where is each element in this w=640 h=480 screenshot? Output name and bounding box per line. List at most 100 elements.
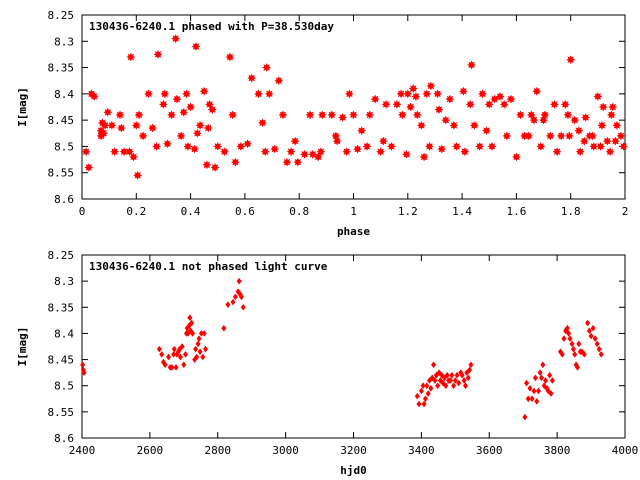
data-point (580, 112, 591, 123)
data-point (451, 382, 457, 390)
data-point (475, 141, 485, 152)
data-point (128, 152, 139, 162)
data-point (593, 91, 603, 102)
data-point (561, 335, 567, 343)
data-point (313, 152, 323, 162)
data-point (502, 131, 512, 141)
data-point (133, 170, 143, 180)
data-point (597, 120, 607, 131)
data-point (468, 361, 474, 369)
plot-title: 130436-6240.1 phased with P=38.530day (89, 20, 334, 33)
x-tick-label: 1.6 (506, 205, 526, 218)
data-point (425, 390, 431, 397)
plot-frame (81, 254, 626, 439)
data-point (447, 377, 454, 384)
data-point (441, 115, 451, 125)
data-point (207, 104, 217, 115)
data-point (458, 86, 469, 96)
x-tick-label: 3600 (476, 444, 503, 457)
data-point (549, 99, 560, 110)
data-point (490, 94, 500, 104)
data-point (327, 110, 337, 120)
data-point (424, 141, 435, 152)
data-point (185, 102, 196, 112)
data-point (236, 277, 242, 285)
data-point (199, 86, 209, 96)
data-point (543, 377, 549, 384)
data-point (465, 99, 475, 110)
data-point (610, 136, 621, 146)
data-point (230, 157, 241, 167)
data-point (431, 361, 437, 369)
data-point (203, 123, 213, 133)
data-point (525, 395, 531, 403)
x-tick-label: 2400 (69, 444, 96, 457)
data-point (549, 377, 555, 384)
data-point (240, 303, 246, 311)
data-point (352, 144, 363, 154)
data-point (397, 110, 408, 120)
data-point (230, 298, 236, 306)
data-point (592, 335, 598, 343)
data-point (605, 147, 615, 157)
data-point (572, 350, 578, 358)
data-point (590, 324, 596, 332)
data-point (278, 110, 288, 120)
data-point (84, 162, 94, 173)
data-point (171, 345, 177, 353)
data-point (522, 413, 528, 421)
data-point (449, 371, 455, 379)
y-tick-label: 8.35 (48, 62, 75, 75)
x-tick-label: 1 (350, 205, 357, 218)
y-axis-label: I[mag] (16, 87, 29, 127)
y-tick-label: 8.4 (54, 327, 74, 340)
data-point (119, 147, 129, 157)
unphased-light-curve-panel: 2400 2600 2800 3000 3200 3400 3600 3800 4000 8.25… (16, 249, 638, 477)
data-point (531, 387, 537, 395)
data-point (162, 139, 173, 149)
data-point (598, 350, 604, 358)
data-point (147, 123, 158, 133)
data-point (191, 41, 201, 52)
data-point (454, 371, 460, 379)
data-point (308, 149, 318, 159)
x-tick-label: 0 (79, 205, 86, 218)
data-point (606, 110, 617, 120)
data-point (213, 141, 223, 152)
data-point (115, 110, 125, 120)
data-point (594, 340, 600, 348)
data-point (411, 91, 421, 102)
data-point (564, 324, 570, 332)
y-tick-label: 8.25 (48, 249, 75, 262)
data-point (392, 99, 402, 110)
data-point (80, 361, 86, 369)
data-point (232, 293, 238, 301)
data-point (426, 81, 436, 91)
data-point (171, 34, 181, 44)
data-point (588, 332, 594, 340)
y-tick-label: 8.25 (48, 9, 75, 22)
x-tick-label: 1.8 (561, 205, 581, 218)
data-point (242, 139, 253, 149)
x-tick-label: 3200 (340, 444, 367, 457)
data-point (194, 353, 200, 361)
data-point (131, 120, 141, 131)
data-point (466, 60, 477, 70)
data-point (612, 120, 622, 131)
data-point (589, 141, 599, 152)
data-point (260, 147, 270, 157)
data-point (434, 104, 444, 115)
data-point (552, 147, 562, 157)
data-point (529, 395, 535, 403)
data-point (477, 89, 488, 99)
data-point (381, 99, 391, 110)
data-point (545, 131, 555, 141)
data-point (116, 123, 127, 133)
data-point (586, 327, 592, 335)
data-point (574, 363, 581, 371)
data-point (219, 147, 230, 157)
data-point (414, 392, 420, 400)
data-point (540, 110, 550, 120)
x-tick-label: 2600 (137, 444, 164, 457)
